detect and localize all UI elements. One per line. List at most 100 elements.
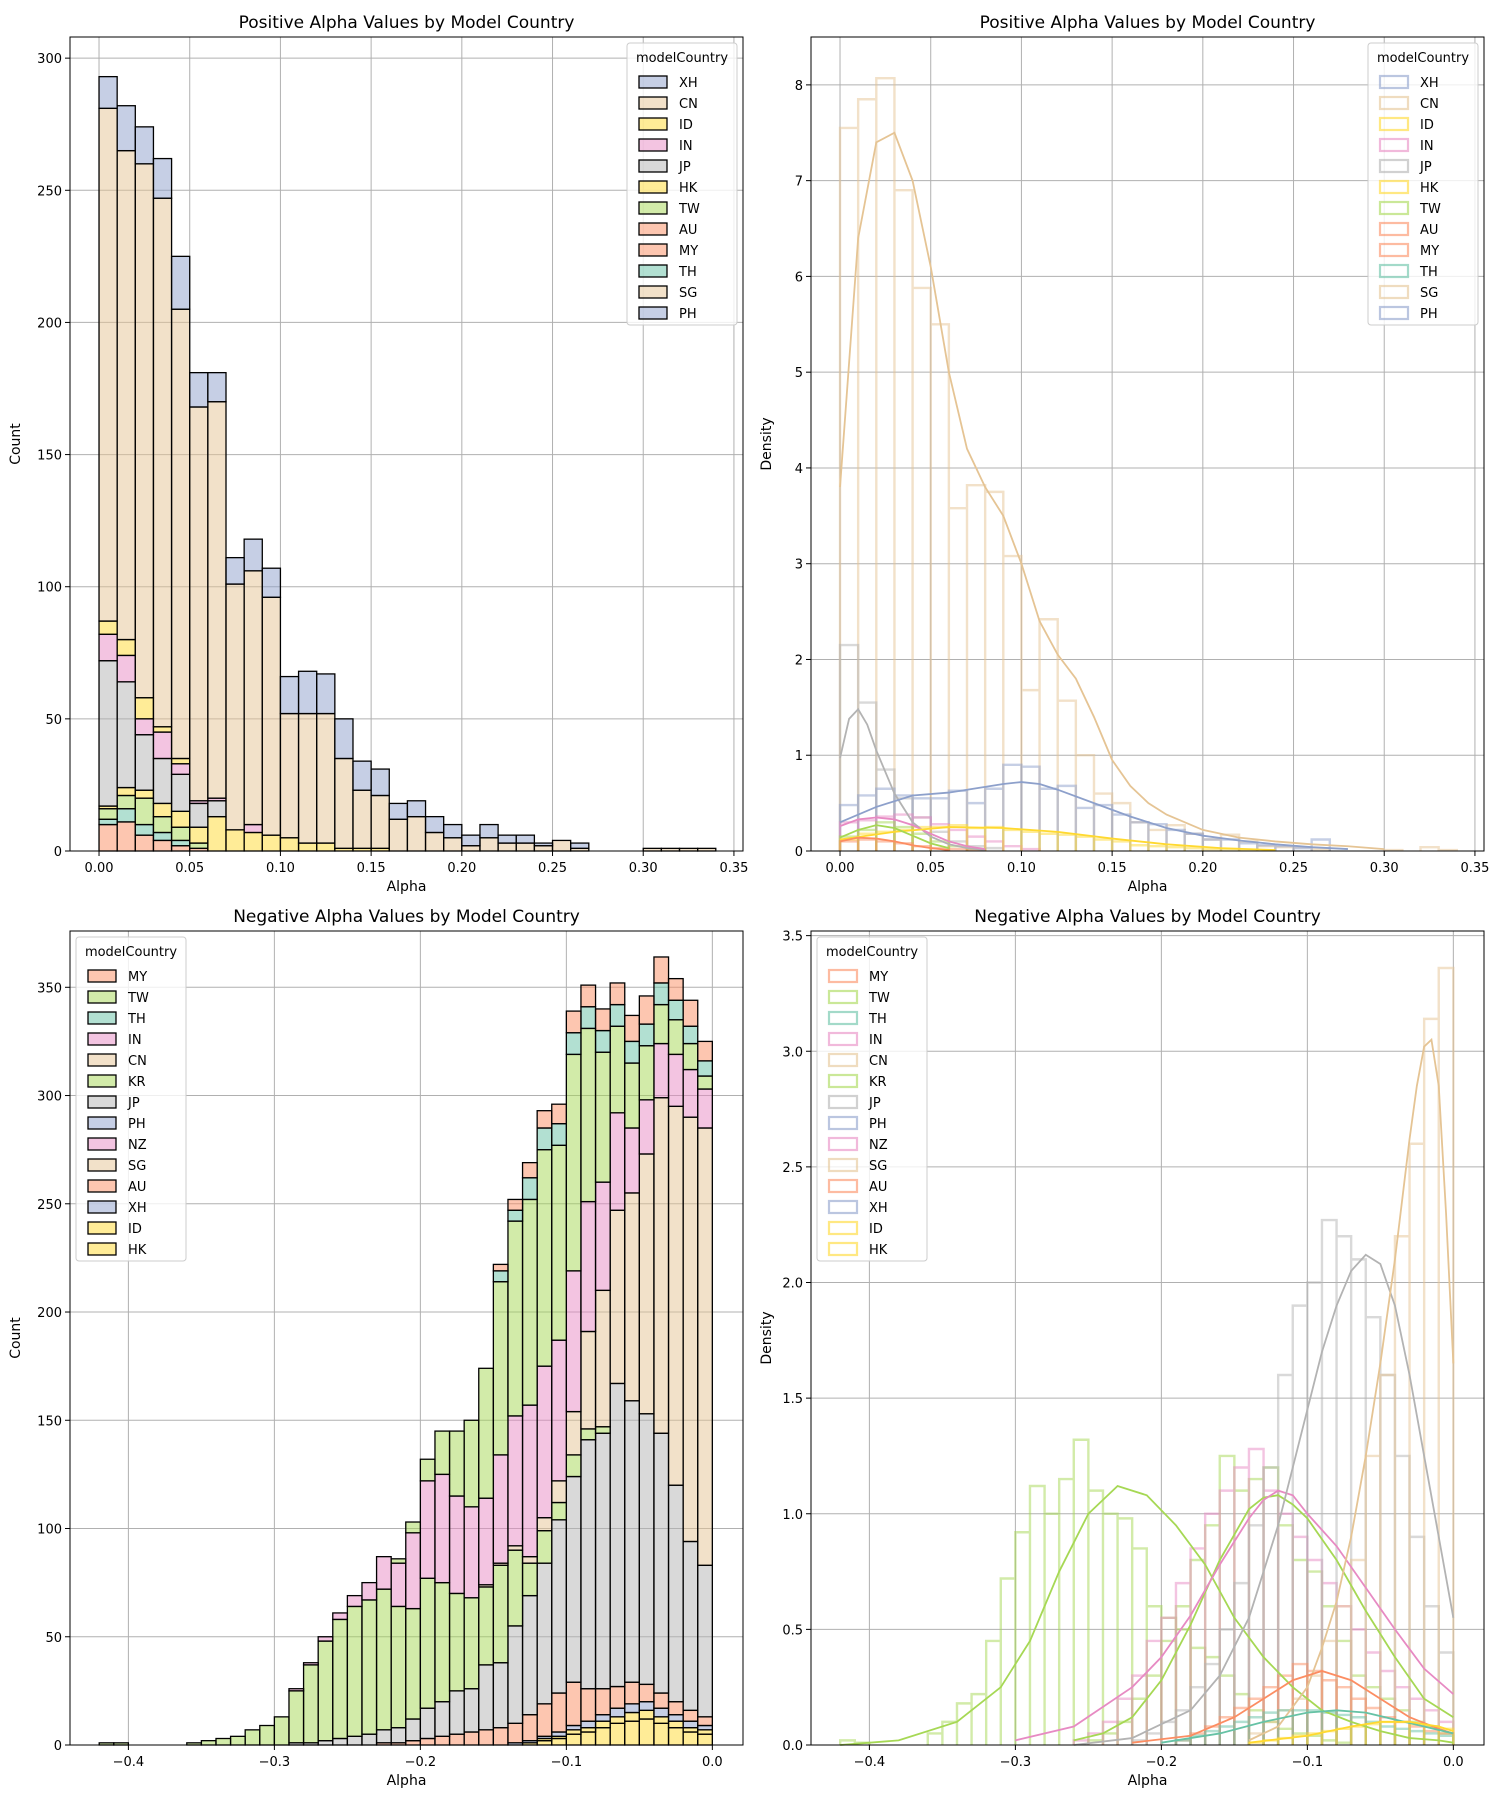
y-tick-label: 350: [37, 981, 62, 996]
bar-MY: [653, 956, 670, 984]
bar-AU: [594, 1688, 611, 1716]
bar-XH: [134, 126, 155, 165]
bar-KR: [536, 1530, 553, 1564]
x-axis-label: Alpha: [1128, 879, 1168, 895]
bar-SG: [594, 1289, 611, 1428]
x-tick-label: 0.30: [1370, 861, 1399, 876]
bar-CN: [116, 149, 136, 641]
bar-HK: [565, 1733, 582, 1746]
bar-TH: [594, 1029, 611, 1053]
bar-SG: [565, 1410, 582, 1456]
legend-swatch-JP: [827, 1094, 859, 1110]
data-layer: [838, 76, 1458, 852]
kde-TW: [839, 824, 950, 849]
legend-swatch-TH: [638, 264, 668, 278]
bar-XH: [424, 815, 445, 834]
bar-KR: [551, 1501, 568, 1521]
bar-CN: [497, 842, 517, 852]
bar-MY: [667, 977, 684, 1001]
bar-CN: [406, 815, 427, 852]
bar-MY: [565, 1010, 582, 1034]
bar-KR: [390, 1605, 407, 1729]
bar-HK: [609, 1722, 626, 1746]
bar-XH: [533, 842, 554, 847]
legend-swatch-JP: [1378, 158, 1410, 174]
bar-ID: [653, 1716, 670, 1725]
y-tick-label: 6: [795, 270, 803, 285]
kde-IN: [1015, 1489, 1454, 1742]
bar-XH: [497, 834, 517, 844]
y-tick-label: 200: [37, 1306, 62, 1321]
bar-JP: [697, 1564, 713, 1718]
chart-pos-density: 0.00 0.05 0.10 0.15 0.20 0.25 0.30 0.35 0 1 2 3 4 5 6 7…: [759, 13, 1489, 895]
bar-XH: [316, 673, 336, 715]
bar-CN: [225, 583, 245, 831]
bar-AU: [448, 1733, 465, 1746]
bar-KR: [478, 1586, 495, 1666]
bar-KR: [200, 1740, 217, 1746]
legend-swatch-XH: [827, 1199, 859, 1215]
bar-JP: [390, 1727, 407, 1744]
bar-JP: [580, 1439, 597, 1690]
bar-NZ: [492, 1454, 509, 1564]
x-tick-label: 0.20: [1188, 861, 1217, 876]
bar-TH: [170, 839, 191, 847]
bar-KR: [507, 1549, 524, 1627]
data-layer: [98, 75, 717, 852]
ticks: 0.00 0.05 0.10 0.15 0.20 0.25 0.30 0.35 0 1 2 3 4 5 6 7…: [795, 79, 1490, 876]
legend-label-HK: HK: [1420, 181, 1439, 196]
legend-label-JP: JP: [868, 1096, 881, 1111]
legend-swatch-HK: [827, 1241, 859, 1257]
bar-NZ: [507, 1415, 524, 1547]
y-axis-label: Density: [759, 1311, 775, 1364]
bar-HK: [279, 837, 300, 852]
legend-label-PH: PH: [679, 307, 697, 322]
chart-neg-count: −0.4 −0.3 −0.2 −0.1 0.0 0 50 100 150 200 250 300 350…: [8, 907, 744, 1789]
bar-TW: [682, 1042, 699, 1071]
bar-MY: [580, 984, 597, 1008]
bar-XH: [443, 823, 463, 839]
legend-swatch-MY: [638, 243, 668, 257]
bar-NZ: [697, 1088, 713, 1129]
bar-TW: [405, 1521, 422, 1534]
bar-JP: [638, 1413, 655, 1686]
bar-TW: [521, 1198, 538, 1406]
legend-swatch-SG: [827, 1157, 859, 1173]
kde-TH: [1161, 1709, 1454, 1744]
legend-label-HK: HK: [869, 1243, 888, 1258]
legend-swatch-IN: [638, 138, 668, 152]
legend-swatch-SG: [87, 1158, 117, 1172]
legend-label-NZ: NZ: [128, 1138, 147, 1153]
legend-swatch-HK: [1378, 179, 1410, 195]
bar-JP: [682, 1540, 699, 1712]
bar-IN: [134, 718, 155, 736]
bar-TH: [653, 982, 670, 1006]
x-tick-label: 0.15: [1098, 861, 1127, 876]
x-tick-label: −0.1: [551, 1755, 583, 1770]
bar-CN: [134, 163, 155, 699]
bar-KR: [346, 1605, 363, 1737]
bar-XH: [406, 800, 427, 818]
bar-CN: [370, 794, 390, 850]
bar-SG: [609, 1209, 626, 1385]
bar-HK: [624, 1720, 640, 1746]
bar-CN: [461, 845, 481, 852]
legend: modelCountry MY TW TH IN CN KR JP PH NZ SG AU XH ID HK: [816, 936, 928, 1262]
kde-CN: [839, 131, 1385, 850]
bar-MY: [609, 982, 626, 1006]
axes-frame: [69, 36, 744, 852]
bar-KR: [463, 1597, 480, 1690]
bar-KR: [317, 1640, 334, 1742]
bar-NZ: [302, 1662, 319, 1666]
y-tick-label: 5: [795, 366, 803, 381]
bar-TH: [492, 1270, 509, 1283]
bar-MY: [682, 999, 699, 1027]
bar-TH: [551, 1123, 568, 1146]
bar-XH: [207, 371, 227, 403]
bar-KR: [419, 1577, 436, 1709]
bar-TH: [580, 1006, 597, 1030]
y-tick-label: 8: [795, 79, 803, 94]
bar-TH: [116, 808, 136, 823]
bar-AU: [492, 1727, 509, 1746]
bar-HK: [116, 786, 136, 797]
